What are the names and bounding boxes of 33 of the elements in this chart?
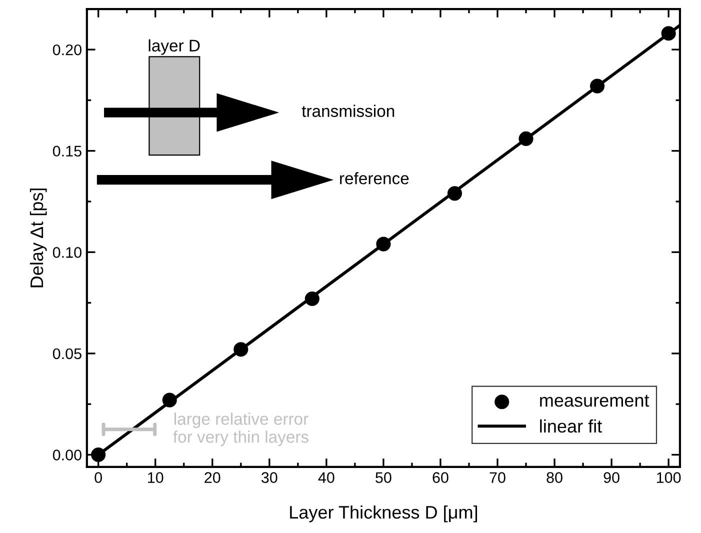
y-axis-title: Delay Δt [ps] xyxy=(30,188,47,288)
x-tick-label: 30 xyxy=(261,472,278,483)
y-tick-label: 0.20 xyxy=(52,44,82,56)
y-tick-label: 0.00 xyxy=(52,450,82,460)
point xyxy=(590,78,605,94)
x-tick-label: 70 xyxy=(490,472,506,483)
x-tick-label: 50 xyxy=(376,472,392,483)
x-tick-label: 90 xyxy=(604,472,620,483)
x-tick-label: 60 xyxy=(432,472,448,483)
annotation: reference xyxy=(340,172,409,184)
x-tick-label: 0 xyxy=(94,472,102,483)
point xyxy=(518,131,534,146)
point xyxy=(447,186,462,201)
annotation: transmission xyxy=(302,104,394,118)
x-tick-label: 100 xyxy=(656,472,681,483)
legend-label: measurement xyxy=(540,394,650,407)
x-tick-label: 10 xyxy=(148,472,164,483)
legend-label: linear fit xyxy=(540,419,602,433)
x-axis-title: Layer Thickness D [μm] xyxy=(290,505,478,522)
point xyxy=(661,26,676,41)
x-tick-label: 40 xyxy=(318,472,334,483)
x-tick-label: 20 xyxy=(204,472,220,483)
y-tick-label: 0.15 xyxy=(52,146,82,157)
point xyxy=(234,342,248,357)
annotation: layer D xyxy=(148,39,200,55)
y-tick-label: 0.10 xyxy=(52,247,82,258)
y-tick-label: 0.05 xyxy=(52,348,82,360)
point xyxy=(162,392,177,408)
annotation: large relative error for very thin layers xyxy=(173,412,308,446)
point xyxy=(91,447,106,462)
point xyxy=(376,236,391,252)
point xyxy=(304,291,320,306)
x-tick-label: 80 xyxy=(546,472,562,483)
